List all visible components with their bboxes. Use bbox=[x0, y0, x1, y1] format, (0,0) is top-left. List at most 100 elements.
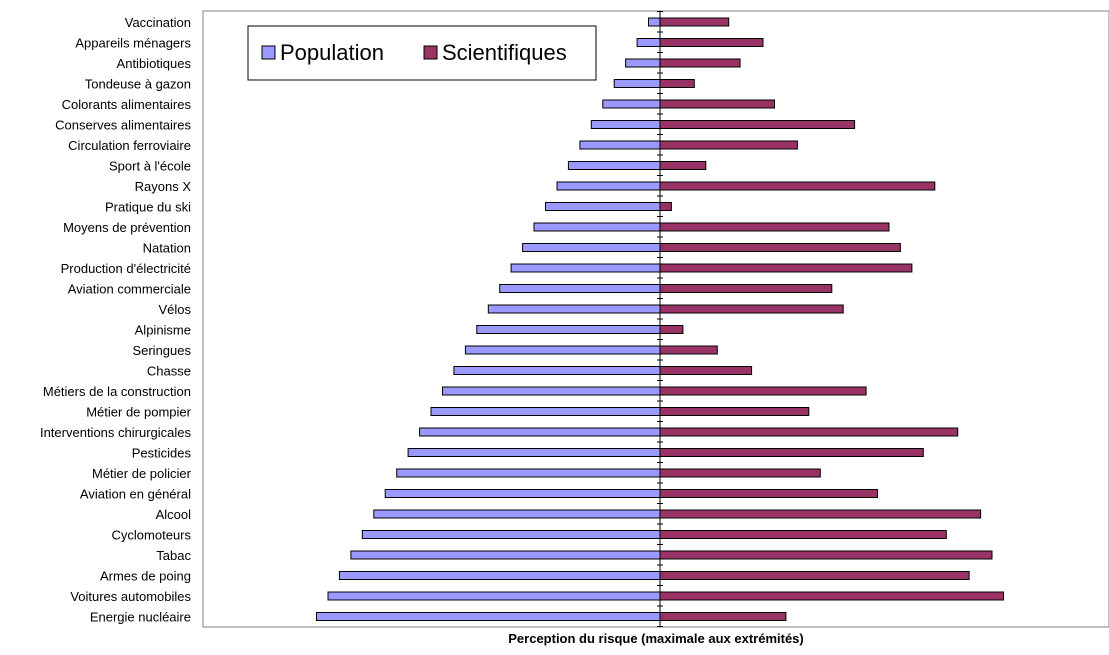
bar-scientifiques bbox=[659, 386, 867, 396]
category-label: Pratique du ski bbox=[105, 200, 191, 215]
bar-scientifiques bbox=[659, 17, 730, 27]
category-label: Circulation ferroviaire bbox=[68, 138, 191, 153]
category-label: Vélos bbox=[158, 302, 191, 317]
category-label: Alpinisme bbox=[135, 323, 191, 338]
bar-population bbox=[522, 243, 661, 252]
category-label: Cyclomoteurs bbox=[112, 528, 192, 543]
bar-scientifiques bbox=[659, 509, 982, 519]
bar-scientifiques bbox=[659, 222, 890, 232]
category-label: Moyens de prévention bbox=[63, 220, 191, 235]
bar-scientifiques bbox=[659, 140, 798, 150]
bar-population bbox=[476, 325, 661, 334]
bar-scientifiques bbox=[659, 38, 764, 47]
legend-box bbox=[247, 25, 597, 81]
bar-scientifiques bbox=[659, 550, 993, 560]
bar-scientifiques bbox=[659, 202, 672, 211]
bar-scientifiques bbox=[659, 366, 753, 375]
category-label: Sport à l'école bbox=[109, 159, 191, 174]
bar-scientifiques bbox=[659, 243, 901, 252]
category-label: Production d'électricité bbox=[61, 261, 191, 276]
legend: Population Scientifiques bbox=[247, 25, 597, 81]
bar-population bbox=[407, 448, 661, 457]
bar-population bbox=[545, 202, 661, 211]
category-label: Voitures automobiles bbox=[70, 589, 191, 604]
bar-population bbox=[384, 489, 661, 498]
category-label: Tondeuse à gazon bbox=[85, 77, 191, 92]
bar-population bbox=[510, 263, 661, 273]
category-label: Colorants alimentaires bbox=[62, 97, 192, 112]
category-label: Métier de policier bbox=[92, 466, 192, 481]
category-label: Armes de poing bbox=[100, 569, 191, 584]
bar-population bbox=[579, 140, 661, 150]
category-label: Antibiotiques bbox=[117, 56, 192, 71]
bar-population bbox=[350, 550, 661, 560]
bar-population bbox=[556, 181, 661, 191]
legend-swatch-population bbox=[261, 45, 276, 60]
bar-population bbox=[316, 612, 661, 621]
bar-scientifiques bbox=[659, 161, 707, 170]
legend-label-population: Population bbox=[280, 40, 384, 65]
x-axis-label: Perception du risque (maximale aux extré… bbox=[508, 631, 804, 646]
category-label: Energie nucléaire bbox=[90, 610, 191, 625]
bar-population bbox=[453, 366, 661, 375]
bar-population bbox=[338, 571, 661, 580]
category-label: Alcool bbox=[156, 507, 192, 522]
bar-scientifiques bbox=[659, 304, 844, 314]
category-label: Natation bbox=[143, 241, 191, 256]
bar-scientifiques bbox=[659, 427, 959, 437]
category-label: Chasse bbox=[147, 364, 191, 379]
category-label: Pesticides bbox=[132, 446, 192, 461]
bar-population bbox=[487, 304, 661, 314]
legend-swatch-scientifiques bbox=[423, 45, 438, 60]
bar-population bbox=[567, 161, 661, 170]
bar-population bbox=[361, 530, 661, 539]
bar-scientifiques bbox=[659, 612, 787, 621]
bar-scientifiques bbox=[659, 571, 970, 580]
bar-scientifiques bbox=[659, 591, 1004, 601]
bar-scientifiques bbox=[659, 468, 821, 478]
category-label: Métiers de la construction bbox=[43, 384, 191, 399]
bar-population bbox=[602, 99, 661, 109]
bar-scientifiques bbox=[659, 325, 684, 334]
bar-scientifiques bbox=[659, 181, 936, 191]
bar-scientifiques bbox=[659, 530, 947, 539]
bar-scientifiques bbox=[659, 79, 695, 88]
bar-population bbox=[430, 407, 661, 416]
bar-population bbox=[613, 79, 661, 88]
bar-population bbox=[327, 591, 661, 601]
bar-population bbox=[464, 345, 661, 355]
category-label: Aviation en général bbox=[80, 487, 191, 502]
plot-area bbox=[202, 10, 1109, 628]
bar-population bbox=[499, 284, 661, 293]
bar-population bbox=[419, 427, 661, 437]
bar-population bbox=[590, 120, 661, 129]
category-label: Aviation commerciale bbox=[68, 282, 191, 297]
category-label: Appareils ménagers bbox=[75, 36, 191, 51]
bar-population bbox=[648, 17, 661, 27]
bar-scientifiques bbox=[659, 448, 924, 457]
bar-population bbox=[396, 468, 661, 478]
bar-scientifiques bbox=[659, 58, 741, 68]
category-label: Seringues bbox=[132, 343, 191, 358]
legend-label-scientifiques: Scientifiques bbox=[442, 40, 567, 65]
bar-scientifiques bbox=[659, 263, 913, 273]
bar-population bbox=[533, 222, 661, 232]
bar-scientifiques bbox=[659, 99, 775, 109]
bar-scientifiques bbox=[659, 489, 878, 498]
bar-scientifiques bbox=[659, 407, 810, 416]
bar-population bbox=[373, 509, 661, 519]
bar-scientifiques bbox=[659, 120, 856, 129]
category-label: Métier de pompier bbox=[86, 405, 191, 420]
category-label: Rayons X bbox=[135, 179, 192, 194]
bar-population bbox=[625, 58, 661, 68]
bar-scientifiques bbox=[659, 345, 718, 355]
bar-population bbox=[442, 386, 661, 396]
category-label: Interventions chirurgicales bbox=[40, 425, 192, 440]
category-label: Vaccination bbox=[125, 15, 191, 30]
bar-population bbox=[636, 38, 661, 47]
category-label: Tabac bbox=[156, 548, 191, 563]
bar-scientifiques bbox=[659, 284, 833, 293]
category-label: Conserves alimentaires bbox=[55, 118, 191, 133]
